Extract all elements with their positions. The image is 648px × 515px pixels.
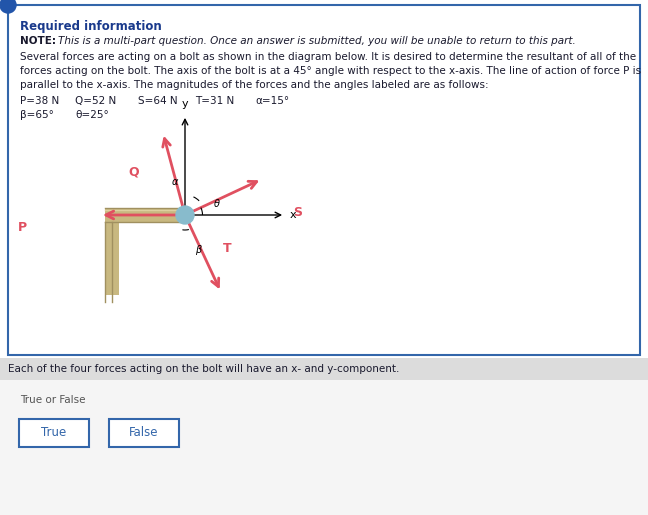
Text: y: y <box>181 99 189 109</box>
Text: Required information: Required information <box>20 20 162 33</box>
FancyBboxPatch shape <box>19 419 89 447</box>
Text: Each of the four forces acting on the bolt will have an x- and y-component.: Each of the four forces acting on the bo… <box>8 364 399 374</box>
FancyBboxPatch shape <box>8 5 640 355</box>
Text: Q: Q <box>128 165 139 178</box>
Text: parallel to the x-axis. The magnitudes of the forces and the angles labeled are : parallel to the x-axis. The magnitudes o… <box>20 80 489 90</box>
Text: True or False: True or False <box>20 395 86 405</box>
Text: x: x <box>290 210 297 220</box>
Text: P=38 N: P=38 N <box>20 96 59 106</box>
Circle shape <box>0 0 16 13</box>
Bar <box>105 208 185 222</box>
Text: $\alpha$: $\alpha$ <box>171 177 179 187</box>
Text: $\theta$: $\theta$ <box>213 197 221 209</box>
Text: S: S <box>293 206 302 219</box>
Text: S=64 N: S=64 N <box>138 96 178 106</box>
Text: T=31 N: T=31 N <box>195 96 234 106</box>
Text: β=65°: β=65° <box>20 110 54 120</box>
Text: Several forces are acting on a bolt as shown in the diagram below. It is desired: Several forces are acting on a bolt as s… <box>20 52 636 62</box>
Bar <box>0 360 648 515</box>
Text: False: False <box>129 426 159 439</box>
Text: This is a multi-part question. Once an answer is submitted, you will be unable t: This is a multi-part question. Once an a… <box>58 36 576 46</box>
FancyBboxPatch shape <box>109 419 179 447</box>
Text: True: True <box>41 426 67 439</box>
Text: forces acting on the bolt. The axis of the bolt is at a 45° angle with respect t: forces acting on the bolt. The axis of t… <box>20 66 641 76</box>
Text: θ=25°: θ=25° <box>75 110 109 120</box>
Text: NOTE:: NOTE: <box>20 36 60 46</box>
Circle shape <box>176 206 194 224</box>
Text: Q=52 N: Q=52 N <box>75 96 116 106</box>
Text: P: P <box>17 221 27 234</box>
Text: T: T <box>223 242 232 255</box>
Text: $\beta$: $\beta$ <box>195 243 203 257</box>
Text: α=15°: α=15° <box>255 96 289 106</box>
Bar <box>0 358 648 380</box>
Bar <box>105 208 119 295</box>
